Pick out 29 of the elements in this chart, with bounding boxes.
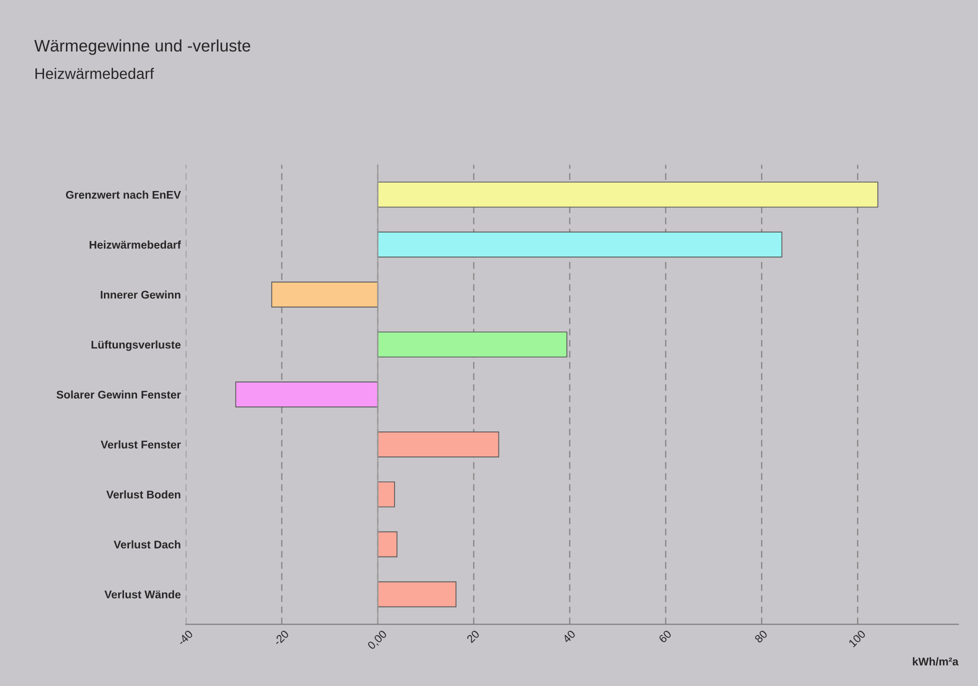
y-tick-label: Lüftungsverluste: [92, 340, 181, 351]
bar: [377, 581, 456, 608]
bar: [377, 182, 878, 208]
y-tick-label: Solarer Gewinn Fenster: [56, 390, 181, 399]
x-tick-label: -40: [177, 630, 194, 646]
x-tick-label: 20: [466, 630, 480, 644]
bar: [377, 481, 395, 508]
x-tick-label: 60: [658, 630, 672, 644]
x-tick-label: -20: [273, 630, 290, 646]
x-axis-title: kWh/m²a: [912, 657, 959, 666]
y-tick-label: Verlust Fenster: [100, 440, 181, 449]
bar: [235, 382, 378, 408]
x-tick-label: 0,00: [366, 630, 388, 651]
bar: [377, 531, 398, 558]
y-tick-label: Verlust Boden: [106, 490, 180, 499]
x-tick-label: 100: [848, 630, 866, 648]
bar: [377, 432, 500, 458]
x-tick-label: 40: [562, 630, 576, 644]
x-tick-label: 80: [754, 630, 768, 644]
y-tick-label: Verlust Wände: [104, 590, 181, 598]
bar: [377, 232, 782, 258]
y-tick-label: Heizwärmebedarf: [90, 240, 181, 249]
y-tick-label: Grenzwert nach EnEV: [66, 190, 181, 199]
chart-title: Wärmegewinne und -verluste: [34, 39, 250, 55]
y-tick-label: Innerer Gewinn: [100, 290, 180, 299]
bar: [271, 282, 378, 308]
bar: [377, 332, 568, 358]
y-tick-label: Verlust Dach: [114, 540, 180, 548]
chart-subtitle: Heizwärmebedarf: [35, 68, 154, 80]
